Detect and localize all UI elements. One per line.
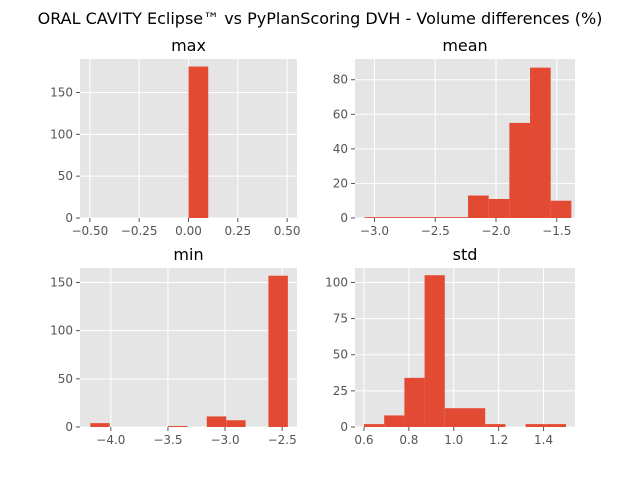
x-tick-label: −2.0	[481, 224, 510, 238]
plot-area	[80, 268, 297, 427]
subplot-title: mean	[442, 36, 487, 55]
x-tick-label: 0.6	[354, 433, 373, 447]
y-tick-label: 150	[50, 85, 73, 99]
x-tick-label: −0.25	[121, 224, 158, 238]
x-tick-label: −3.5	[153, 433, 182, 447]
histogram-bar	[90, 423, 110, 427]
plot-area	[355, 268, 575, 427]
y-tick-label: 0	[340, 420, 348, 434]
figure-title: ORAL CAVITY Eclipse™ vs PyPlanScoring DV…	[38, 9, 603, 28]
x-tick-label: −1.5	[542, 224, 571, 238]
subplot-title: max	[171, 36, 206, 55]
x-tick-label: −2.5	[268, 433, 297, 447]
histogram-bar	[424, 275, 445, 427]
histogram-bar	[468, 195, 489, 218]
histogram-bar	[268, 275, 288, 427]
y-tick-label: 100	[50, 127, 73, 141]
y-tick-label: 100	[325, 275, 348, 289]
histogram-bar	[363, 424, 385, 427]
histogram-bar	[525, 424, 546, 427]
y-tick-label: 50	[333, 348, 348, 362]
y-tick-label: 50	[58, 372, 73, 386]
x-tick-label: 1.0	[444, 433, 463, 447]
histogram-bar	[465, 408, 486, 427]
histogram-bar	[488, 198, 510, 218]
x-tick-label: 0.25	[224, 224, 251, 238]
subplot-std: 0.6 0.8 1.0 1.2 1.4 0 25 50 75 100 std	[325, 245, 575, 447]
y-tick-label: 20	[333, 176, 348, 190]
x-tick-label: −4.0	[96, 433, 125, 447]
subplot-title: min	[173, 245, 203, 264]
x-tick-label: −0.50	[71, 224, 108, 238]
subplot-title: std	[453, 245, 478, 264]
y-tick-label: 150	[50, 275, 73, 289]
subplots: −0.50 −0.25 0.00 0.25 0.50 0 50 100 150 max −3.0 −2…	[50, 36, 575, 447]
histogram-bar	[447, 217, 469, 218]
histogram-bar	[426, 217, 448, 218]
subplot-mean: −3.0 −2.5 −2.0 −1.5 0 20 40 60 80 mean	[333, 36, 575, 238]
y-tick-label: 0	[340, 211, 348, 225]
x-tick-label: 1.4	[534, 433, 553, 447]
y-tick-label: 0	[65, 420, 73, 434]
histogram-bar	[206, 416, 227, 427]
histogram-bar	[384, 415, 405, 427]
histogram-bar	[485, 424, 506, 427]
x-tick-label: 0.50	[274, 224, 301, 238]
histogram-bar	[364, 217, 386, 218]
x-tick-label: 0.00	[175, 224, 202, 238]
subplot-min: −4.0 −3.5 −3.0 −2.5 0 50 100 150 min	[50, 245, 297, 447]
histogram-bar	[444, 408, 465, 427]
y-tick-label: 40	[333, 142, 348, 156]
x-tick-label: −2.5	[421, 224, 450, 238]
histogram-bar	[188, 66, 209, 218]
histogram-bar	[530, 67, 551, 219]
x-tick-label: −3.0	[210, 433, 239, 447]
subplot-max: −0.50 −0.25 0.00 0.25 0.50 0 50 100 150 max	[50, 36, 300, 238]
histogram-bar	[385, 217, 407, 218]
histogram-bar	[550, 200, 572, 218]
y-tick-label: 0	[65, 211, 73, 225]
y-tick-label: 100	[50, 324, 73, 338]
y-tick-label: 75	[333, 312, 348, 326]
histogram-bar	[226, 420, 246, 427]
y-tick-label: 50	[58, 169, 73, 183]
y-tick-label: 25	[333, 384, 348, 398]
histogram-bar	[167, 426, 188, 427]
x-tick-label: −3.0	[360, 224, 389, 238]
y-tick-label: 80	[333, 73, 348, 87]
x-tick-label: 1.2	[489, 433, 508, 447]
histogram-bar	[545, 424, 567, 427]
x-tick-label: 0.8	[399, 433, 418, 447]
histogram-bar	[406, 217, 427, 218]
histogram-bar	[404, 377, 425, 427]
histogram-bar	[509, 122, 531, 218]
y-tick-label: 60	[333, 107, 348, 121]
